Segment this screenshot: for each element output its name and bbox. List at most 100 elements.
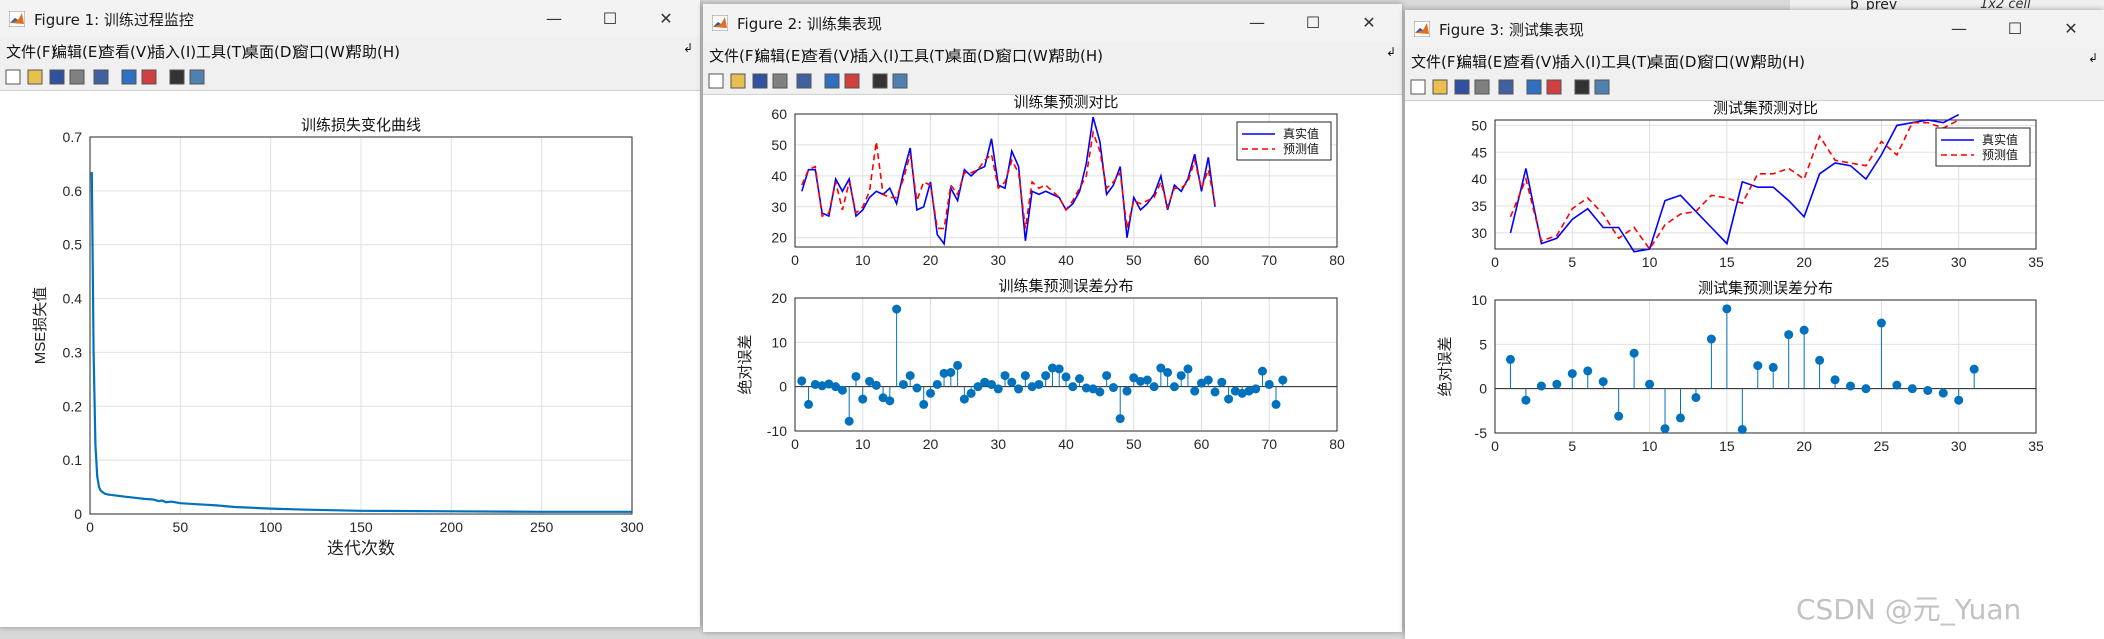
train-error-stem-marker [1081,383,1091,393]
train-error-y-tick-label: -10 [767,423,787,439]
test-compare-y-tick-label: 30 [1471,225,1487,241]
menu-expand-icon[interactable]: ↲ [683,41,694,55]
menu-item-2[interactable]: 查看(V) [803,47,855,65]
open-folder-icon[interactable] [729,72,747,90]
menu-item-6[interactable]: 窗口(W) [997,47,1054,65]
menu-item-4[interactable]: 工具(T) [196,43,247,61]
legend-icon[interactable] [140,68,158,86]
menu-item-0[interactable]: 文件(F) [1411,53,1462,71]
menu-item-2[interactable]: 查看(V) [100,43,152,61]
test-error-stem-marker [1923,385,1933,395]
test-compare-legend-label: 真实值 [1982,132,2018,147]
menu-expand-icon[interactable]: ↲ [1386,45,1397,59]
menu-item-5[interactable]: 桌面(D) [947,47,1001,65]
maximize-button[interactable]: ☐ [1305,13,1321,32]
colorbar-icon[interactable] [120,68,138,86]
loss-y-tick-label: 0.6 [63,183,83,199]
test-error-stem-marker [1505,354,1515,364]
title-bar[interactable]: Figure 3: 测试集表现 — ☐ ✕ [1405,10,2104,48]
train-error-stem-marker [973,382,983,392]
close-button[interactable]: ✕ [659,9,673,28]
colorbar-icon[interactable] [823,72,841,90]
test-error-y-tick-label: 5 [1479,336,1487,352]
pointer-icon[interactable] [168,68,186,86]
loss-x-tick-label: 150 [349,519,373,535]
menu-item-5[interactable]: 桌面(D) [244,43,298,61]
legend-icon[interactable] [1545,78,1563,96]
new-file-icon[interactable] [4,68,22,86]
train-error-stem-marker [885,396,895,406]
train-error-stem-marker [1203,375,1213,385]
train-error-stem-marker [953,360,963,370]
menu-item-7[interactable]: 帮助(H) [1050,47,1103,65]
property-icon[interactable] [1593,78,1611,96]
pointer-icon[interactable] [871,72,889,90]
menu-item-1[interactable]: 编辑(E) [52,43,104,61]
menu-item-1[interactable]: 编辑(E) [1457,53,1509,71]
new-file-icon[interactable] [1409,78,1427,96]
train-error-stem-marker [919,399,929,409]
pointer-icon[interactable] [1573,78,1591,96]
menu-item-3[interactable]: 插入(I) [853,47,900,65]
menu-item-0[interactable]: 文件(F) [709,47,760,65]
loss-x-tick-label: 300 [620,519,644,535]
legend-icon[interactable] [843,72,861,90]
train-error-stem-marker [1027,382,1037,392]
property-icon[interactable] [188,68,206,86]
print-icon[interactable] [68,68,86,86]
link-icon[interactable] [795,72,813,90]
colorbar-icon[interactable] [1525,78,1543,96]
menu-item-5[interactable]: 桌面(D) [1649,53,1703,71]
menu-item-6[interactable]: 窗口(W) [294,43,351,61]
train-error-stem-marker [1183,364,1193,374]
train-error-stem-marker [797,376,807,386]
menu-item-7[interactable]: 帮助(H) [347,43,400,61]
menu-item-6[interactable]: 窗口(W) [1699,53,1756,71]
menu-item-3[interactable]: 插入(I) [150,43,197,61]
train-error-stem-marker [1190,386,1200,396]
menu-expand-icon[interactable]: ↲ [2088,51,2099,65]
property-icon[interactable] [891,72,909,90]
minimize-button[interactable]: — [1951,19,1967,38]
close-button[interactable]: ✕ [1362,13,1376,32]
print-icon[interactable] [1473,78,1491,96]
figure-window-2[interactable]: Figure 2: 训练集表现 — ☐ ✕ 文件(F) 编辑(E) 查看(V) 插入(… [703,4,1402,632]
menu-item-4[interactable]: 工具(T) [899,47,950,65]
train-error-y-tick-label: 0 [779,379,787,395]
link-icon[interactable] [92,68,110,86]
minimize-button[interactable]: — [1249,13,1265,32]
close-button[interactable]: ✕ [2064,19,2078,38]
maximize-button[interactable]: ☐ [602,9,618,28]
print-icon[interactable] [771,72,789,90]
test-error-stem-marker [1938,388,1948,398]
open-folder-icon[interactable] [1431,78,1449,96]
train-compare-series-line [801,129,1216,230]
maximize-button[interactable]: ☐ [2007,19,2023,38]
figure-window-3[interactable]: Figure 3: 测试集表现 — ☐ ✕ 文件(F) 编辑(E) 查看(V) 插入(… [1405,10,2104,639]
minimize-button[interactable]: — [546,9,562,28]
train-error-stem-marker [1136,376,1146,386]
menu-item-1[interactable]: 编辑(E) [755,47,807,65]
menu-item-2[interactable]: 查看(V) [1505,53,1557,71]
new-file-icon[interactable] [707,72,725,90]
open-folder-icon[interactable] [26,68,44,86]
train-compare-y-tick-label: 60 [771,106,787,122]
title-bar[interactable]: Figure 1: 训练过程监控 — ☐ ✕ [0,0,700,38]
menu-item-3[interactable]: 插入(I) [1555,53,1602,71]
title-bar[interactable]: Figure 2: 训练集表现 — ☐ ✕ [703,4,1402,42]
save-icon[interactable] [48,68,66,86]
train-error-stem-marker [1169,382,1179,392]
test-error-stem-marker [1521,395,1531,405]
train-compare-x-tick-label: 60 [1194,252,1210,268]
menu-item-4[interactable]: 工具(T) [1601,53,1652,71]
train-error-stem-marker [1034,379,1044,389]
test-compare-series-line [1509,113,1960,253]
menu-item-0[interactable]: 文件(F) [6,43,57,61]
figure-window-1[interactable]: Figure 1: 训练过程监控 — ☐ ✕ 文件(F) 编辑(E) 查看(V) 插入… [0,0,700,627]
test-error-stem-marker [1629,348,1639,358]
save-icon[interactable] [1453,78,1471,96]
link-icon[interactable] [1497,78,1515,96]
train-compare-x-tick-label: 80 [1329,252,1345,268]
save-icon[interactable] [751,72,769,90]
menu-item-7[interactable]: 帮助(H) [1752,53,1805,71]
